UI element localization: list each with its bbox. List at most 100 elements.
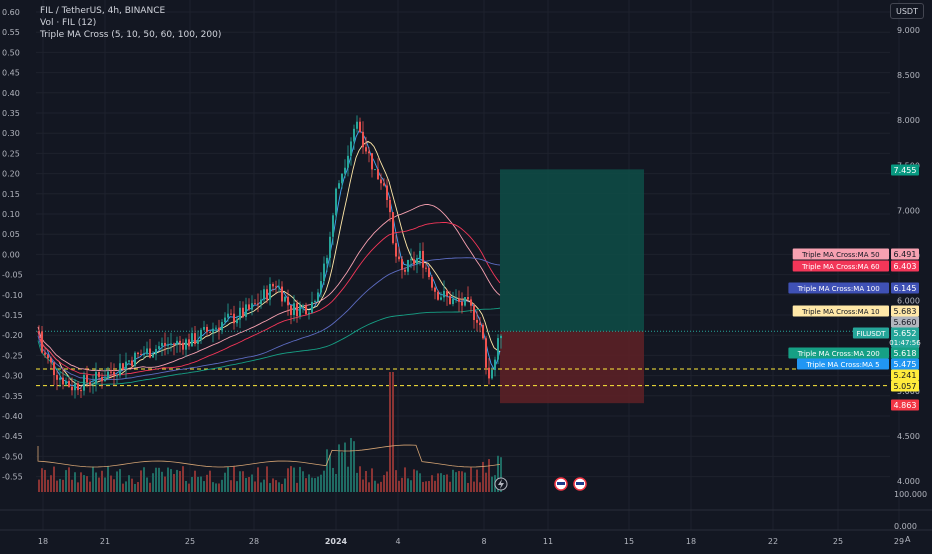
candle-body	[341, 173, 343, 184]
candle-body	[470, 299, 472, 306]
volume-bar	[341, 452, 343, 492]
loss-zone[interactable]	[500, 331, 644, 404]
volume-bar	[281, 483, 283, 492]
candle-body	[242, 307, 244, 317]
candle-body	[413, 259, 415, 265]
symbol-title[interactable]: FIL / TetherUS, 4h, BINANCE	[40, 6, 166, 16]
volume-bar	[338, 444, 340, 492]
volume-bar	[50, 475, 52, 492]
candle-body	[59, 377, 61, 380]
volume-bar	[122, 483, 124, 492]
candle-body	[494, 359, 496, 371]
candle-body	[182, 342, 184, 350]
volume-bar	[404, 467, 406, 492]
right-axis-tick[interactable]: 6.000	[897, 297, 920, 306]
indicator-legend[interactable]: Triple MA Cross (5, 10, 50, 60, 100, 200…	[40, 30, 222, 40]
volume-bar	[77, 482, 79, 492]
volume-bar	[389, 372, 391, 492]
candle-body	[62, 377, 64, 385]
right-axis-tick[interactable]: 7.000	[897, 206, 920, 215]
price-label: 6.491 Triple MA Cross:MA 50	[792, 248, 919, 260]
price-label-text: 5.652	[894, 329, 917, 338]
profit-zone[interactable]	[500, 169, 644, 332]
volume-bar	[260, 482, 262, 492]
volume-bar	[278, 482, 280, 492]
long-position-tool[interactable]	[36, 169, 890, 404]
volume-bar	[221, 479, 223, 492]
lightning-icon[interactable]	[494, 477, 508, 491]
price-label-text: 7.455	[894, 166, 917, 175]
time-axis-tick: 29	[894, 537, 904, 546]
left-axis-tick: 0.50	[2, 48, 20, 57]
price-label: 6.403 Triple MA Cross:MA 60	[792, 260, 919, 272]
left-axis-tick: -0.30	[2, 372, 23, 381]
candle-body	[245, 304, 247, 317]
volume-bar	[371, 468, 373, 492]
volume-bar	[470, 467, 472, 492]
price-label: 5.618 Triple MA Cross:MA 200	[788, 347, 919, 359]
right-axis-tick[interactable]: 8.000	[897, 116, 920, 125]
right-axis-tick[interactable]: 4.500	[897, 432, 920, 441]
price-label-text: 4.863	[894, 401, 917, 410]
volume-bar	[347, 466, 349, 492]
candle-body	[425, 267, 427, 269]
candle-body	[89, 382, 91, 385]
volume-bar	[89, 481, 91, 492]
candle-body	[482, 324, 484, 339]
left-axis-tick: 0.35	[2, 109, 20, 118]
candle-body	[176, 340, 178, 345]
flag-event-icon[interactable]	[554, 477, 568, 491]
candle-body	[446, 290, 448, 297]
volume-bar	[149, 482, 151, 492]
left-axis-tick: 0.15	[2, 190, 20, 199]
volume-bar	[131, 478, 133, 492]
candle-body	[287, 296, 289, 306]
volume-bar	[374, 480, 376, 492]
auto-scale-button[interactable]: A	[905, 535, 911, 544]
candle-body	[170, 343, 172, 345]
candle-body	[224, 317, 226, 323]
candle-body	[239, 307, 241, 320]
price-label-text: 5.057	[894, 382, 917, 391]
ma-tag	[792, 260, 889, 272]
volume-bar	[227, 466, 229, 492]
candle-body	[452, 298, 454, 305]
volume-bar	[212, 482, 214, 492]
candle-body	[479, 322, 481, 325]
right-axis-tick[interactable]: 9.000	[897, 26, 920, 35]
event-icons[interactable]	[494, 477, 587, 491]
right-axis-tick[interactable]: 8.500	[897, 71, 920, 80]
left-axis-tick: -0.35	[2, 392, 23, 401]
left-axis-tick: -0.20	[2, 331, 23, 340]
candle-body	[173, 343, 175, 345]
volume-bar	[458, 471, 460, 492]
right-axis-tick[interactable]: 4.000	[897, 477, 920, 486]
candle-body	[53, 362, 55, 376]
candle-body	[47, 354, 49, 359]
price-label: 5.660	[891, 316, 919, 328]
flag-event-icon[interactable]	[573, 477, 587, 491]
currency-button[interactable]: USDT	[890, 3, 924, 19]
candle-body	[236, 319, 238, 324]
volume-bar	[488, 459, 490, 492]
volume-bar	[434, 480, 436, 492]
left-axis-tick: -0.45	[2, 432, 23, 441]
left-axis-tick: -0.40	[2, 412, 23, 421]
volume-bar	[248, 476, 250, 492]
price-label: 5.652 FILUSDT	[852, 327, 919, 339]
candle-body	[377, 169, 379, 180]
candle-body	[497, 338, 499, 360]
candle-body	[113, 371, 115, 376]
volume-bar	[323, 470, 325, 492]
candle-body	[212, 328, 214, 333]
volume-bar	[218, 483, 220, 492]
candle-body	[68, 381, 70, 387]
candle-body	[467, 297, 469, 300]
volume-bar	[107, 466, 109, 492]
volume-bar	[98, 477, 100, 492]
left-axis-tick: 0.00	[2, 250, 20, 259]
time-axis[interactable]: 18 21 25 28 2024 4 8 11 15 18 22 25 29	[38, 537, 904, 546]
volume-legend[interactable]: Vol · FIL (12)	[40, 18, 97, 28]
